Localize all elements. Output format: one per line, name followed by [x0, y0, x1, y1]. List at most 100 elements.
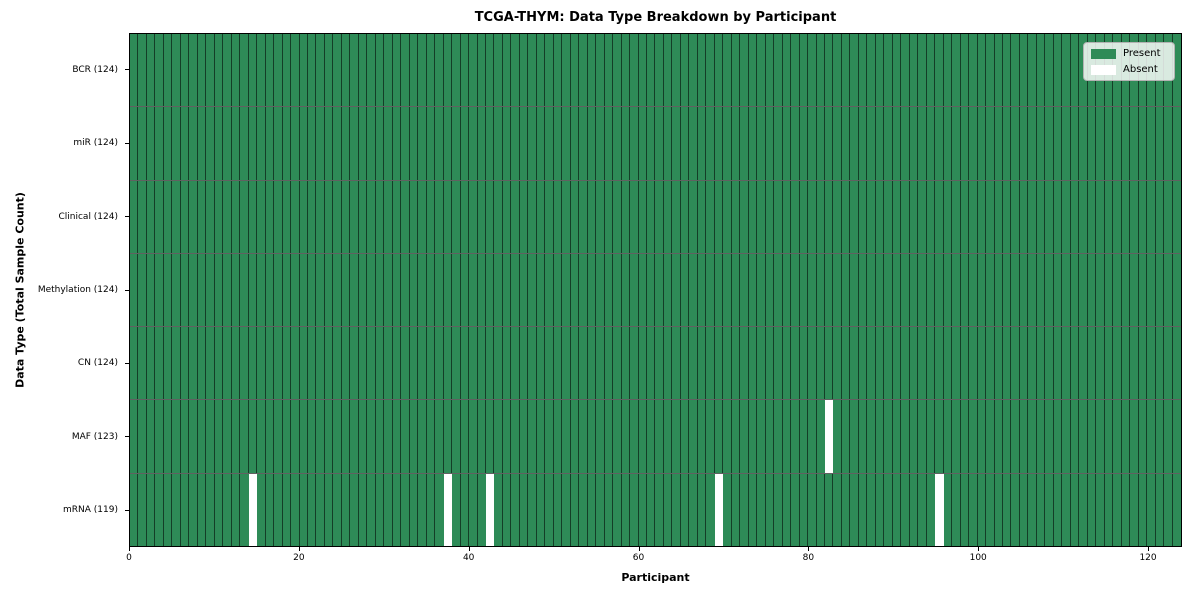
heatmap-cell	[384, 107, 393, 180]
heatmap-cell	[248, 180, 258, 253]
heatmap-cell	[392, 107, 402, 180]
heatmap-cell	[867, 34, 876, 107]
heatmap-cell	[1070, 473, 1080, 546]
heatmap-cell	[333, 253, 342, 327]
heatmap-cell	[714, 473, 724, 546]
heatmap-cell	[638, 473, 648, 546]
heatmap-cell	[502, 107, 512, 180]
heatmap-cell	[757, 253, 766, 327]
heatmap-cell	[324, 180, 334, 253]
heatmap-cell	[257, 400, 266, 473]
legend: Present Absent	[1083, 42, 1175, 81]
heatmap-cell	[248, 400, 258, 473]
heatmap-cell	[850, 34, 859, 107]
heatmap-cell	[697, 34, 707, 107]
heatmap-cell	[341, 400, 351, 473]
heatmap-cell	[689, 180, 698, 253]
heatmap-cell	[680, 400, 690, 473]
heatmap-cell	[324, 34, 334, 107]
heatmap-cell	[163, 473, 173, 546]
heatmap-cell	[138, 400, 147, 473]
heatmap-cell	[485, 400, 495, 473]
heatmap-cell	[740, 107, 749, 180]
heatmap-cell	[418, 473, 427, 546]
y-tick-mark	[125, 509, 129, 511]
heatmap-cell	[570, 473, 580, 546]
heatmap-cell	[418, 253, 427, 327]
heatmap-cell	[545, 107, 554, 180]
heatmap-cell	[909, 400, 919, 473]
heatmap-cell	[697, 400, 707, 473]
heatmap-cell	[341, 473, 351, 546]
heatmap-cell	[1079, 107, 1088, 180]
heatmap-cell	[1121, 327, 1131, 400]
heatmap-cell	[960, 327, 970, 400]
heatmap-cell	[1028, 253, 1037, 327]
heatmap-cell	[875, 400, 885, 473]
heatmap-cell	[774, 400, 783, 473]
heatmap-cell	[324, 107, 334, 180]
heatmap-cell	[714, 253, 724, 327]
heatmap-cell	[926, 107, 936, 180]
heatmap-cell	[291, 400, 300, 473]
heatmap-cell	[892, 180, 902, 253]
heatmap-cell	[977, 180, 987, 253]
heatmap-cell	[485, 34, 495, 107]
heatmap-cell	[443, 180, 453, 253]
heatmap-cell	[197, 180, 207, 253]
heatmap-row	[130, 252, 1181, 327]
heatmap-cell	[680, 180, 690, 253]
heatmap-cell	[858, 400, 868, 473]
heatmap-cell	[935, 107, 944, 180]
heatmap-cell	[782, 473, 792, 546]
heatmap-cell	[782, 180, 792, 253]
heatmap-cell	[265, 253, 275, 327]
heatmap-cell	[163, 400, 173, 473]
heatmap-cell	[689, 253, 698, 327]
heatmap-cell	[833, 253, 842, 327]
heatmap-cell	[621, 473, 631, 546]
heatmap-cell	[511, 34, 520, 107]
heatmap-cell	[189, 327, 198, 400]
heatmap-cell	[536, 180, 546, 253]
heatmap-cell	[214, 400, 224, 473]
heatmap-row	[130, 34, 1181, 107]
heatmap-cell	[926, 327, 936, 400]
heatmap-cell	[875, 327, 885, 400]
heatmap-cell	[341, 253, 351, 327]
heatmap-cell	[206, 107, 215, 180]
heatmap-cell	[384, 180, 393, 253]
legend-swatch-present	[1091, 48, 1116, 59]
heatmap-cell	[723, 34, 732, 107]
heatmap-cell	[519, 34, 529, 107]
heatmap-cell	[240, 180, 249, 253]
heatmap-cell	[723, 473, 732, 546]
heatmap-cell	[265, 473, 275, 546]
heatmap-cell	[240, 473, 249, 546]
heatmap-cell	[714, 327, 724, 400]
y-tick-mark	[125, 142, 129, 144]
heatmap-cell	[1053, 473, 1063, 546]
heatmap-cell	[731, 34, 741, 107]
heatmap-cell	[231, 327, 241, 400]
heatmap-cell	[765, 327, 775, 400]
heatmap-cell	[765, 473, 775, 546]
heatmap-cell	[358, 400, 368, 473]
heatmap-cell	[1062, 180, 1071, 253]
heatmap-cell	[1147, 253, 1156, 327]
heatmap-cell	[655, 253, 664, 327]
heatmap-cell	[723, 327, 732, 400]
heatmap-cell	[1096, 327, 1105, 400]
heatmap-cell	[570, 400, 580, 473]
heatmap-cell	[324, 327, 334, 400]
heatmap-cell	[697, 107, 707, 180]
heatmap-cell	[1028, 473, 1037, 546]
heatmap-cell	[867, 107, 876, 180]
heatmap-cell	[469, 327, 478, 400]
heatmap-cell	[392, 253, 402, 327]
heatmap-cell	[672, 180, 681, 253]
heatmap-cell	[553, 473, 563, 546]
heatmap-cell	[1045, 107, 1054, 180]
heatmap-cell	[426, 327, 436, 400]
heatmap-cell	[418, 180, 427, 253]
